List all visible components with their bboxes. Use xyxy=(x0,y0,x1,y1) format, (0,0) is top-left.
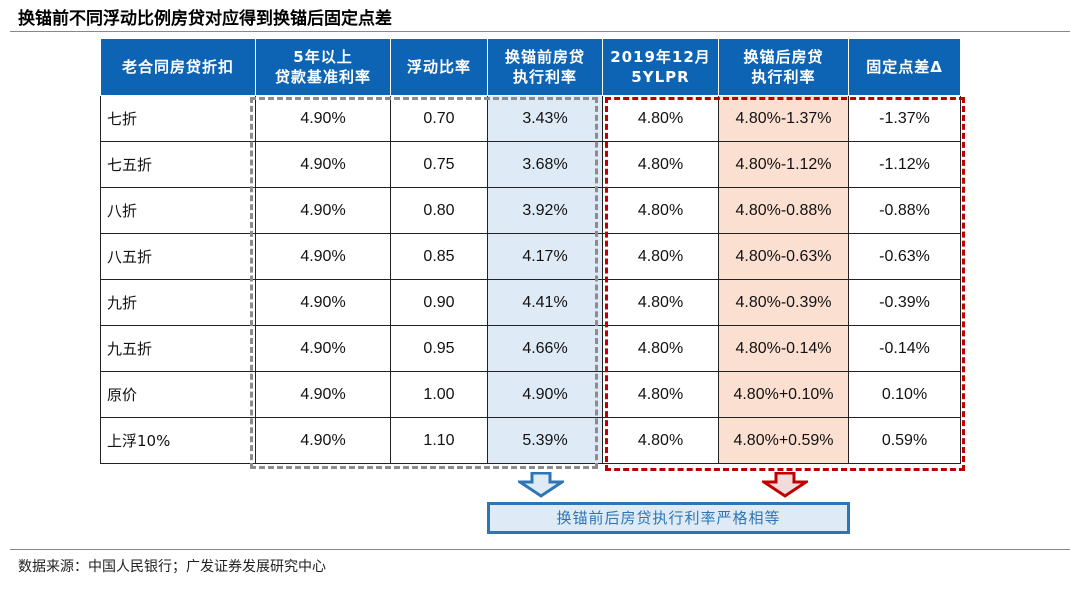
table-cell: 4.90% xyxy=(255,325,391,372)
table-row: 七折 4.90% 0.70 3.43% 4.80% 4.80%-1.37% -1.37% xyxy=(100,95,961,142)
table-cell: 4.90% xyxy=(255,141,391,188)
conclusion-box: 换锚前后房贷执行利率严格相等 xyxy=(487,502,850,534)
table-cell: 九折 xyxy=(100,279,256,326)
table-cell: 4.80%+0.59% xyxy=(718,417,849,464)
table-cell: 0.90 xyxy=(390,279,488,326)
table-cell: 0.75 xyxy=(390,141,488,188)
rate-table: 老合同房贷折扣 5年以上 贷款基准利率 浮动比率 换锚前房贷 执行利率 2019年12月 5Y… xyxy=(100,38,961,464)
table-cell: 4.80% xyxy=(602,187,719,234)
table-cell: 3.43% xyxy=(487,95,603,142)
table-row: 原价 4.90% 1.00 4.90% 4.80% 4.80%+0.10% 0.10% xyxy=(100,371,961,418)
header-line: 老合同房贷折扣 xyxy=(121,58,234,76)
table-cell: 0.59% xyxy=(848,417,961,464)
table-cell: 4.80% xyxy=(602,141,719,188)
table-cell: -0.63% xyxy=(848,233,961,280)
header-line: 执行利率 xyxy=(751,68,816,86)
table-cell: 上浮10% xyxy=(100,417,256,464)
header-line: 5年以上 xyxy=(293,48,353,66)
table-cell: 4.80% xyxy=(602,371,719,418)
table-cell: 1.10 xyxy=(390,417,488,464)
table-cell: 4.90% xyxy=(255,371,391,418)
table-cell: 4.80%-0.88% xyxy=(718,187,849,234)
table-cell: 4.90% xyxy=(255,417,391,464)
table-cell: 4.80%-0.14% xyxy=(718,325,849,372)
table-cell: 4.90% xyxy=(255,95,391,142)
table-row: 八折 4.90% 0.80 3.92% 4.80% 4.80%-0.88% -0.88% xyxy=(100,187,961,234)
column-header: 换锚后房贷 执行利率 xyxy=(718,38,849,96)
column-header: 5年以上贷款基准利率 xyxy=(255,38,391,96)
table-cell: 5.39% xyxy=(487,417,603,464)
table-cell: 0.80 xyxy=(390,187,488,234)
table-cell: 0.85 xyxy=(390,233,488,280)
header-line: 换锚前房贷 xyxy=(504,48,585,66)
table-row: 七五折 4.90% 0.75 3.68% 4.80% 4.80%-1.12% -1.12% xyxy=(100,141,961,188)
after-group-dashed-box xyxy=(605,97,965,471)
header-line: 浮动比率 xyxy=(406,58,471,76)
column-header: 浮动比率 xyxy=(390,38,488,96)
column-header: 换锚前房贷 执行利率 xyxy=(487,38,603,96)
column-header: 2019年12月 5YLPR xyxy=(602,38,719,96)
table-cell: 4.80%-1.12% xyxy=(718,141,849,188)
table-cell: 4.80% xyxy=(602,233,719,280)
header-line: 换锚后房贷 xyxy=(743,48,824,66)
table-cell: 4.80%-0.63% xyxy=(718,233,849,280)
table-cell: 4.66% xyxy=(487,325,603,372)
table-cell: 4.90% xyxy=(487,371,603,418)
table-cell: 原价 xyxy=(100,371,256,418)
down-arrow-icon xyxy=(518,472,564,498)
column-header: 老合同房贷折扣 xyxy=(100,38,256,96)
down-arrow-icon xyxy=(762,472,808,498)
source-note: 数据来源：中国人民银行；广发证券发展研究中心 xyxy=(18,559,326,575)
table-cell: 4.41% xyxy=(487,279,603,326)
divider xyxy=(10,549,1070,550)
table-cell: 七五折 xyxy=(100,141,256,188)
table-row: 上浮10% 4.90% 1.10 5.39% 4.80% 4.80%+0.59% 0.59% xyxy=(100,417,961,464)
table-cell: -1.12% xyxy=(848,141,961,188)
header-line: 2019年12月 xyxy=(610,48,711,66)
table-cell: 4.17% xyxy=(487,233,603,280)
table-cell: 0.70 xyxy=(390,95,488,142)
table-cell: 0.10% xyxy=(848,371,961,418)
table-cell: 4.80% xyxy=(602,279,719,326)
page-title: 换锚前不同浮动比例房贷对应得到换锚后固定点差 xyxy=(18,9,392,29)
table-cell: -0.88% xyxy=(848,187,961,234)
header-line: 固定点差Δ xyxy=(866,58,943,76)
header-line: 贷款基准利率 xyxy=(274,68,371,86)
table-cell: 九五折 xyxy=(100,325,256,372)
table-cell: 4.80%+0.10% xyxy=(718,371,849,418)
table-cell: 4.80% xyxy=(602,417,719,464)
header-line: 执行利率 xyxy=(512,68,577,86)
table-cell: 4.90% xyxy=(255,187,391,234)
table-cell: 3.68% xyxy=(487,141,603,188)
before-group-dashed-box xyxy=(250,97,598,469)
table-cell: 4.80%-1.37% xyxy=(718,95,849,142)
column-header: 固定点差Δ xyxy=(848,38,961,96)
header-line: 5YLPR xyxy=(631,68,690,86)
table-cell: 八五折 xyxy=(100,233,256,280)
table-cell: 八折 xyxy=(100,187,256,234)
table-cell: 七折 xyxy=(100,95,256,142)
table-cell: 4.80%-0.39% xyxy=(718,279,849,326)
divider xyxy=(10,31,1070,32)
table-cell: 1.00 xyxy=(390,371,488,418)
table-cell: -1.37% xyxy=(848,95,961,142)
